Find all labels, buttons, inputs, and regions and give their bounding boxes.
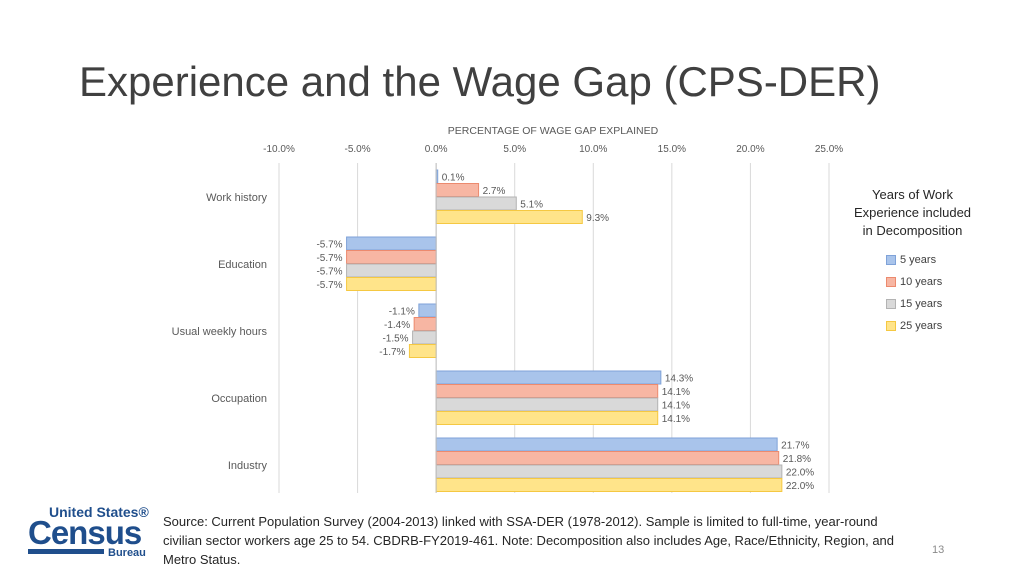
data-label: -5.7%	[316, 240, 342, 251]
bar	[435, 411, 659, 425]
data-label: -5.7%	[316, 253, 342, 264]
data-label: 9.3%	[586, 213, 609, 224]
data-label: -1.1%	[389, 307, 415, 318]
bar	[435, 196, 517, 211]
x-tick-label: 20.0%	[736, 144, 764, 155]
x-tick-label: 10.0%	[579, 144, 607, 155]
bar	[435, 464, 783, 479]
logo-line2: Census	[28, 514, 141, 551]
legend-swatch	[886, 321, 896, 331]
data-label: -1.7%	[379, 347, 405, 358]
bar	[435, 451, 780, 465]
data-label: 21.7%	[781, 441, 809, 452]
bar	[346, 236, 437, 251]
data-label: 22.0%	[786, 468, 814, 479]
data-label: 14.1%	[662, 401, 690, 412]
logo-line3: Bureau	[108, 547, 146, 559]
category-label: Education	[218, 259, 267, 271]
legend-label: 15 years	[900, 298, 943, 310]
data-label: 14.1%	[662, 414, 690, 425]
category-label: Industry	[228, 460, 268, 472]
category-label: Work history	[206, 192, 267, 204]
legend-label: 25 years	[900, 320, 943, 332]
data-label: -5.7%	[316, 267, 342, 278]
bar	[412, 330, 437, 345]
category-label: Occupation	[211, 393, 267, 405]
data-label: -1.4%	[384, 320, 410, 331]
data-label: 22.0%	[786, 481, 814, 492]
bar	[435, 397, 659, 412]
bar	[413, 317, 437, 331]
data-label: 14.1%	[662, 387, 690, 398]
legend-label: 10 years	[900, 276, 943, 288]
bar	[346, 277, 437, 291]
logo-line1: United States®	[49, 504, 149, 520]
data-label: -1.5%	[382, 334, 408, 345]
bar	[435, 437, 778, 452]
bar	[435, 210, 583, 224]
chart-title: PERCENTAGE OF WAGE GAP EXPLAINED	[448, 125, 659, 137]
legend-item: 5 years	[886, 252, 975, 268]
legend-swatch	[886, 277, 896, 287]
legend-swatch	[886, 299, 896, 309]
legend-item: 15 years	[886, 296, 975, 312]
legend-item: 25 years	[886, 318, 975, 334]
legend-item: 10 years	[886, 274, 975, 290]
logo-bar	[28, 549, 104, 554]
data-label: 14.3%	[665, 374, 693, 385]
page-number: 13	[932, 544, 945, 556]
category-label: Usual weekly hours	[172, 326, 268, 338]
data-label: 2.7%	[483, 186, 506, 197]
chart-legend: Years of Work Experience included in Dec…	[850, 186, 975, 334]
slide-title: Experience and the Wage Gap (CPS-DER)	[79, 58, 881, 105]
data-label: 21.8%	[783, 454, 811, 465]
x-tick-label: 0.0%	[425, 144, 448, 155]
source-note: Source: Current Population Survey (2004-…	[163, 514, 895, 567]
bar	[408, 344, 437, 358]
x-tick-label: 5.0%	[503, 144, 526, 155]
census-bureau-logo: United States® Census Bureau	[28, 504, 149, 559]
bar	[435, 384, 659, 398]
bar	[418, 303, 437, 318]
bar	[346, 250, 437, 264]
legend-title: Years of Work Experience included in Dec…	[853, 187, 972, 238]
legend-swatch	[886, 255, 896, 265]
data-label: -5.7%	[316, 280, 342, 291]
bar	[435, 478, 783, 492]
bar	[346, 263, 437, 278]
x-tick-label: -5.0%	[345, 144, 371, 155]
x-tick-label: -10.0%	[263, 144, 295, 155]
x-tick-label: 25.0%	[815, 144, 843, 155]
data-label: 0.1%	[442, 173, 465, 184]
bar	[435, 370, 662, 385]
data-label: 5.1%	[520, 200, 543, 211]
legend-label: 5 years	[900, 254, 937, 266]
x-tick-label: 15.0%	[658, 144, 686, 155]
bar	[435, 183, 480, 197]
